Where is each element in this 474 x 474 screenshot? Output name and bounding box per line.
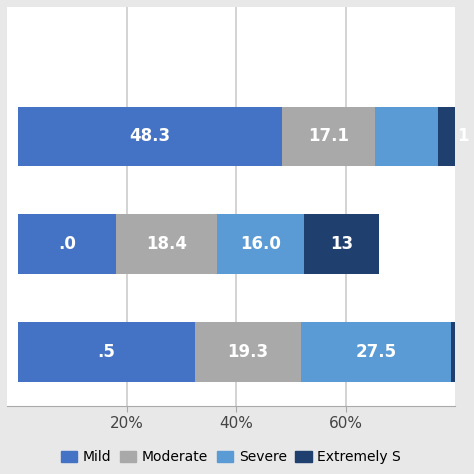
Bar (195, 322, 301, 382)
Text: 27.5: 27.5 (356, 343, 396, 361)
Text: 13: 13 (330, 235, 353, 253)
Bar (18, 107, 282, 166)
Bar (304, 214, 380, 274)
Bar (375, 107, 438, 166)
Bar (282, 107, 375, 166)
Text: 19.3: 19.3 (228, 343, 269, 361)
Bar (438, 107, 474, 166)
Bar (451, 322, 474, 382)
Bar (18, 322, 195, 382)
Text: 16.0: 16.0 (240, 235, 281, 253)
Text: 1: 1 (457, 128, 468, 146)
Text: 17.1: 17.1 (308, 128, 349, 146)
Bar (301, 322, 451, 382)
Bar (116, 214, 217, 274)
Text: 48.3: 48.3 (129, 128, 170, 146)
Text: 18.4: 18.4 (146, 235, 187, 253)
Text: .0: .0 (58, 235, 76, 253)
Legend: Mild, Moderate, Severe, Extremely S: Mild, Moderate, Severe, Extremely S (55, 445, 407, 470)
Text: .5: .5 (98, 343, 116, 361)
Bar (217, 214, 304, 274)
Bar (18, 214, 116, 274)
